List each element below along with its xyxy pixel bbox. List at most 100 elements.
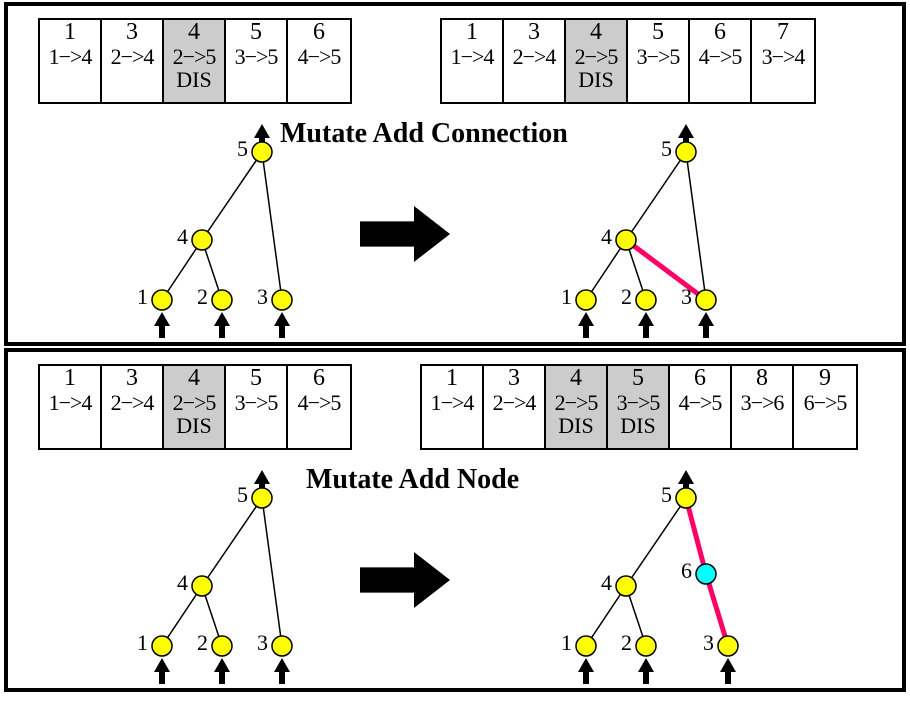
node: [576, 636, 596, 656]
input-arrow-icon: [214, 312, 230, 338]
gene-id: 4: [567, 20, 625, 45]
node-label: 6: [681, 558, 692, 583]
gene-id: 6: [289, 20, 349, 45]
gene-cell: 11−>4: [422, 366, 484, 448]
gene-disabled-label: DIS: [165, 414, 223, 437]
gene-connection: 2−>4: [103, 391, 161, 414]
gene-connection: 4−>5: [289, 391, 349, 414]
gene-id: 5: [227, 20, 285, 45]
input-arrow-icon: [638, 312, 654, 338]
node: [636, 636, 656, 656]
gene-cell: 42−>5DIS: [546, 366, 608, 448]
gene-id: 3: [485, 366, 543, 391]
gene-connection: 3−>5: [629, 45, 687, 68]
gene-cell: 83−>6: [732, 366, 794, 448]
gene-cell: 32−>4: [102, 366, 164, 448]
node: [636, 290, 656, 310]
node: [272, 636, 292, 656]
gene-cell: 32−>4: [484, 366, 546, 448]
gene-cell: 11−>4: [40, 366, 102, 448]
gene-row-right: 11−>432−>442−>5DIS53−>5DIS64−>583−>696−>…: [420, 364, 858, 450]
gene-cell: 73−>4: [752, 20, 814, 102]
node-label: 4: [601, 224, 612, 249]
gene-connection: 4−>5: [671, 391, 729, 414]
node: [676, 488, 696, 508]
input-arrow-icon: [720, 658, 736, 684]
gene-id: 1: [443, 20, 501, 45]
node: [616, 230, 636, 250]
network-graph-right: 123456: [538, 470, 778, 680]
edge: [202, 152, 262, 240]
gene-connection: 3−>5: [609, 391, 667, 414]
edge-new: [626, 240, 706, 300]
gene-id: 5: [227, 366, 285, 391]
node-label: 4: [177, 224, 188, 249]
network-graph-left: 12345: [114, 470, 324, 680]
node: [718, 636, 738, 656]
gene-id: 4: [165, 20, 223, 45]
edge: [586, 240, 626, 300]
gene-id: 5: [629, 20, 687, 45]
node: [272, 290, 292, 310]
edge: [262, 152, 282, 300]
right-arrow-icon: [360, 552, 450, 608]
gene-connection: 2−>5: [567, 45, 625, 68]
edge: [162, 586, 202, 646]
output-arrow-icon: [678, 124, 694, 142]
gene-cell: 53−>5: [226, 366, 288, 448]
node-label: 1: [561, 284, 572, 309]
edge: [586, 586, 626, 646]
input-arrow-icon: [274, 312, 290, 338]
gene-connection: 1−>4: [41, 45, 99, 68]
gene-cell: 32−>4: [102, 20, 164, 102]
gene-connection: 2−>5: [165, 391, 223, 414]
node-label: 1: [137, 630, 148, 655]
gene-id: 1: [41, 20, 99, 45]
gene-id: 4: [547, 366, 605, 391]
gene-id: 6: [691, 20, 749, 45]
gene-cell: 42−>5DIS: [164, 20, 226, 102]
node-label: 4: [177, 570, 188, 595]
output-arrow-icon: [254, 124, 270, 142]
output-arrow-icon: [254, 470, 270, 488]
gene-cell: 42−>5DIS: [566, 20, 628, 102]
gene-cell: 32−>4: [504, 20, 566, 102]
gene-id: 9: [795, 366, 855, 391]
gene-row-left: 11−>432−>442−>5DIS53−>564−>5: [38, 18, 352, 104]
node: [616, 576, 636, 596]
edge: [626, 152, 686, 240]
gene-connection: 2−>5: [547, 391, 605, 414]
node: [676, 142, 696, 162]
gene-cell: 11−>4: [40, 20, 102, 102]
gene-cell: 42−>5DIS: [164, 366, 226, 448]
node-new: [696, 564, 716, 584]
gene-cell: 53−>5DIS: [608, 366, 670, 448]
node: [152, 290, 172, 310]
input-arrow-icon: [154, 658, 170, 684]
input-arrow-icon: [214, 658, 230, 684]
gene-id: 7: [753, 20, 813, 45]
gene-cell: 64−>5: [690, 20, 752, 102]
node-label: 5: [661, 482, 672, 507]
gene-disabled-label: DIS: [567, 68, 625, 91]
gene-connection: 3−>4: [753, 45, 813, 68]
gene-cell: 64−>5: [288, 20, 350, 102]
node: [192, 576, 212, 596]
gene-id: 3: [103, 366, 161, 391]
node-label: 2: [197, 284, 208, 309]
edge: [162, 240, 202, 300]
input-arrow-icon: [638, 658, 654, 684]
panel-title: Mutate Add Node: [306, 464, 519, 496]
gene-disabled-label: DIS: [547, 414, 605, 437]
input-arrow-icon: [578, 312, 594, 338]
node-label: 2: [197, 630, 208, 655]
gene-connection: 1−>4: [423, 391, 481, 414]
gene-connection: 1−>4: [41, 391, 99, 414]
node-label: 3: [257, 630, 268, 655]
gene-id: 8: [733, 366, 791, 391]
node: [696, 290, 716, 310]
gene-id: 6: [289, 366, 349, 391]
figure-container: 11−>432−>442−>5DIS53−>564−>5 11−>432−>44…: [0, 2, 910, 701]
node-label: 3: [257, 284, 268, 309]
input-arrow-icon: [274, 658, 290, 684]
